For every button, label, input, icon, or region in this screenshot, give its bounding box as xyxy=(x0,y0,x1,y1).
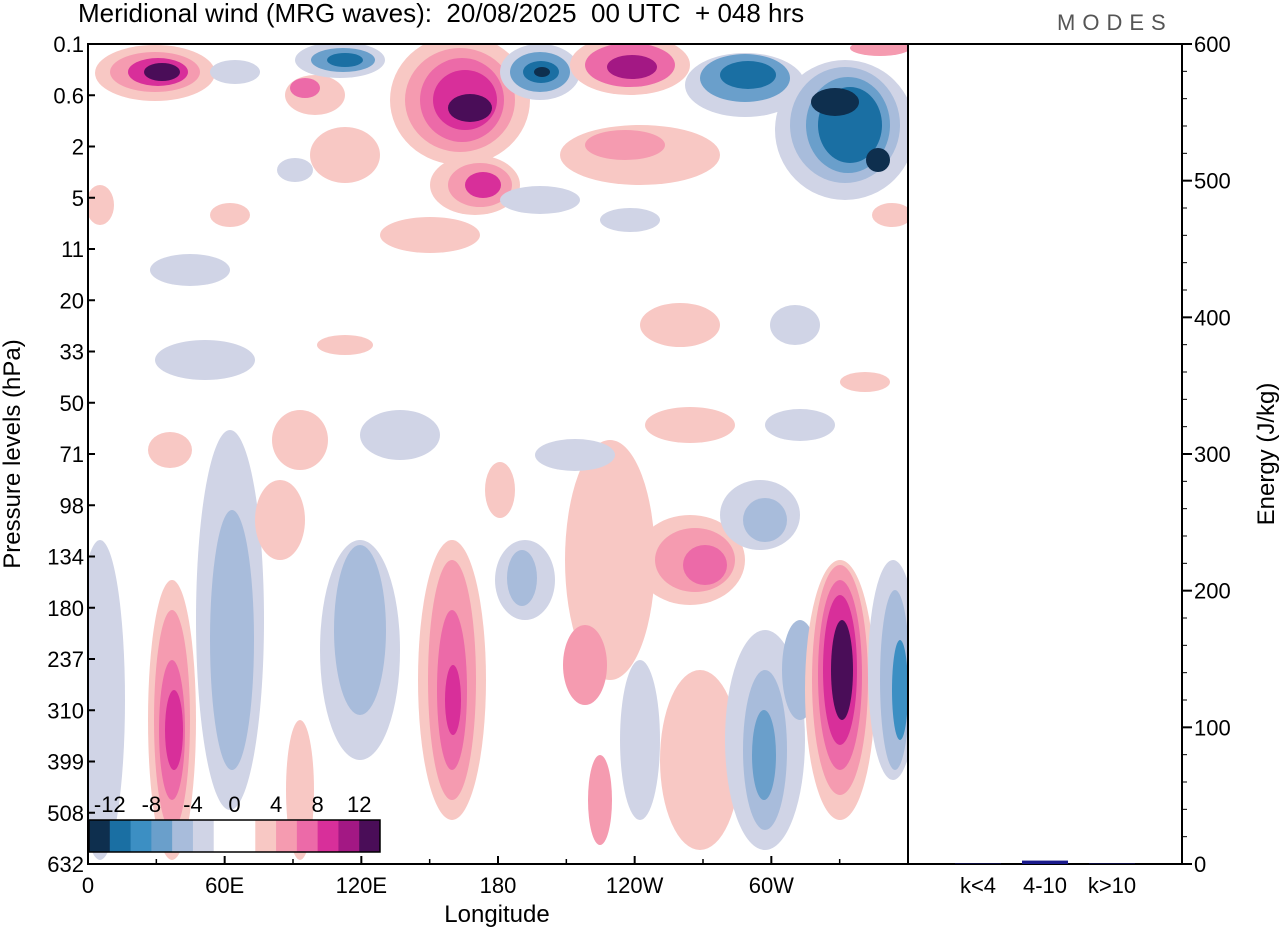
y-tick-label: 632 xyxy=(47,852,84,877)
energy-panel-frame xyxy=(907,43,1183,865)
x-axis-ticks: 0 60E 120E 180 120W 60W xyxy=(82,856,841,898)
y-tick-label: 508 xyxy=(47,801,84,826)
colorbar-swatch xyxy=(213,820,235,852)
colorbar-label: 4 xyxy=(270,792,282,817)
x-tick-label: 180 xyxy=(480,873,517,898)
energy-bars: k<4 4-10 k>10 xyxy=(955,860,1136,898)
colorbar-swatch xyxy=(151,820,173,852)
colorbar-swatch xyxy=(109,820,132,852)
x-axis-title: Longitude xyxy=(444,901,549,928)
y-tick-label: 50 xyxy=(60,391,84,416)
energy-axis-ticks: 0 100 200 300 400 500 600 xyxy=(1182,32,1231,877)
x-tick-label: 120E xyxy=(336,873,387,898)
x-tick-label: 60W xyxy=(749,873,794,898)
chart-title: Meridional wind (MRG waves): 20/08/2025 … xyxy=(78,0,805,28)
energy-tick-label: 300 xyxy=(1194,442,1231,467)
energy-bar-label: 4-10 xyxy=(1023,873,1067,898)
colorbar-swatch xyxy=(130,820,152,852)
energy-tick-label: 0 xyxy=(1194,852,1206,877)
colorbar-swatch xyxy=(89,820,111,852)
energy-bar xyxy=(1022,860,1068,864)
y-tick-label: 5 xyxy=(72,186,84,211)
colorbar-swatch xyxy=(317,820,339,852)
y-axis-title: Pressure levels (hPa) xyxy=(0,339,26,568)
y-tick-label: 0.1 xyxy=(53,32,84,57)
colorbar-label: 8 xyxy=(312,792,324,817)
y-tick-label: 0.6 xyxy=(53,83,84,108)
energy-bar-label: k>10 xyxy=(1088,873,1136,898)
colorbar-swatch xyxy=(296,820,319,852)
y-axis-ticks: 0.1 0.6 2 5 11 20 33 50 71 98 134 180 237 310 399 508 63… xyxy=(47,32,95,877)
colorbar-label: 12 xyxy=(347,792,371,817)
colorbar: -12 -8 -4 0 4 8 12 xyxy=(88,792,381,853)
colorbar-swatch xyxy=(234,820,256,852)
y-tick-label: 71 xyxy=(60,442,84,467)
x-tick-label: 60E xyxy=(205,873,244,898)
colorbar-swatch xyxy=(338,820,360,852)
y-tick-label: 180 xyxy=(47,596,84,621)
colorbar-swatch xyxy=(359,820,381,852)
y-tick-label: 33 xyxy=(60,340,84,365)
colorbar-label: 0 xyxy=(228,792,240,817)
y-tick-label: 134 xyxy=(47,545,84,570)
colorbar-frame xyxy=(88,819,381,853)
y-tick-label: 20 xyxy=(60,288,84,313)
energy-bar-label: k<4 xyxy=(960,873,996,898)
energy-tick-label: 600 xyxy=(1194,32,1231,57)
energy-tick-label: 400 xyxy=(1194,305,1231,330)
y-tick-label: 11 xyxy=(61,237,84,262)
colorbar-swatch xyxy=(192,820,215,852)
y-tick-label: 2 xyxy=(72,135,84,160)
x-tick-label: 120W xyxy=(606,873,664,898)
colorbar-swatch xyxy=(276,820,298,852)
y-tick-label: 98 xyxy=(60,493,84,518)
colorbar-label: -12 xyxy=(94,792,126,817)
modes-logo: MODES xyxy=(1057,10,1173,35)
colorbar-swatch xyxy=(255,820,277,852)
contour-field xyxy=(88,44,908,860)
energy-tick-label: 500 xyxy=(1194,169,1231,194)
y-tick-label: 399 xyxy=(47,750,84,775)
colorbar-label: -4 xyxy=(183,792,203,817)
y-tick-label: 237 xyxy=(47,647,84,672)
energy-tick-label: 200 xyxy=(1194,579,1231,604)
colorbar-label: -8 xyxy=(142,792,162,817)
colorbar-swatch xyxy=(172,820,194,852)
y-tick-label: 310 xyxy=(47,698,84,723)
energy-axis-title: Energy (J/kg) xyxy=(1253,383,1280,526)
x-tick-label: 0 xyxy=(82,873,94,898)
energy-tick-label: 100 xyxy=(1194,715,1231,740)
